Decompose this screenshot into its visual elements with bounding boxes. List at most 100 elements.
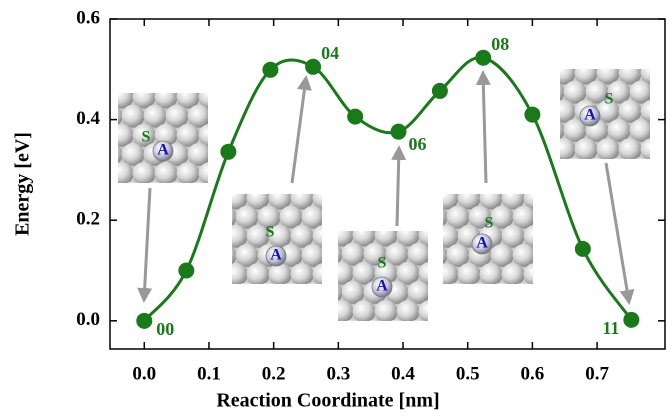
atom bbox=[232, 263, 248, 284]
inset-image: SA bbox=[232, 167, 358, 284]
atom bbox=[443, 224, 459, 248]
data-point bbox=[524, 106, 541, 123]
adsorbate-atom bbox=[265, 245, 287, 267]
x-tick-label: 0.2 bbox=[262, 363, 286, 384]
atom bbox=[447, 167, 470, 190]
atom bbox=[246, 263, 270, 284]
atom bbox=[452, 281, 475, 304]
atom bbox=[170, 181, 184, 183]
atom bbox=[385, 242, 409, 266]
x-tick-label: 0.7 bbox=[585, 363, 609, 384]
atom bbox=[338, 300, 354, 321]
atom bbox=[100, 66, 123, 89]
arrow bbox=[475, 70, 491, 184]
atom bbox=[652, 157, 671, 180]
atom bbox=[342, 204, 365, 227]
atom bbox=[320, 204, 343, 227]
atom bbox=[513, 167, 536, 190]
atom bbox=[446, 205, 470, 229]
atom bbox=[352, 261, 376, 285]
atom bbox=[144, 66, 167, 89]
atom bbox=[607, 80, 631, 104]
atom bbox=[235, 243, 259, 267]
x-tick-label: 0.6 bbox=[521, 363, 545, 384]
atom bbox=[457, 263, 481, 284]
atom bbox=[290, 224, 314, 248]
y-tick-label: 0.4 bbox=[76, 108, 100, 129]
atom bbox=[618, 138, 642, 159]
y-tick-label: 0.6 bbox=[76, 7, 100, 28]
atom bbox=[629, 118, 650, 142]
atom-label: S bbox=[485, 215, 494, 232]
atom bbox=[652, 42, 671, 65]
atom bbox=[560, 69, 576, 85]
atom bbox=[546, 225, 569, 248]
y-tick-label: 0.2 bbox=[76, 209, 100, 230]
atom bbox=[517, 282, 531, 284]
atom bbox=[523, 224, 533, 248]
data-point bbox=[431, 82, 448, 99]
atom bbox=[563, 80, 587, 104]
atom bbox=[118, 93, 134, 109]
atom bbox=[407, 242, 428, 266]
atom bbox=[596, 69, 620, 85]
data-point bbox=[305, 58, 322, 75]
atom bbox=[188, 66, 211, 89]
atom bbox=[560, 138, 576, 159]
atom bbox=[257, 205, 281, 229]
atom bbox=[268, 263, 292, 284]
atom bbox=[443, 194, 459, 210]
point-label: 06 bbox=[408, 134, 426, 154]
atom bbox=[523, 194, 533, 210]
atom bbox=[122, 66, 145, 89]
atom bbox=[430, 281, 453, 304]
atom bbox=[246, 194, 270, 210]
atom bbox=[132, 162, 156, 183]
atom bbox=[443, 208, 448, 227]
atom bbox=[663, 138, 671, 161]
x-tick-label: 0.3 bbox=[326, 363, 350, 384]
atom-label: A bbox=[270, 247, 282, 264]
atom bbox=[346, 319, 360, 321]
atom bbox=[335, 187, 358, 210]
y-tick-label: 0.0 bbox=[76, 309, 100, 330]
atom bbox=[302, 167, 325, 190]
atom bbox=[560, 121, 565, 140]
atom bbox=[586, 42, 609, 65]
atom bbox=[290, 194, 314, 210]
atom bbox=[240, 282, 254, 284]
adsorbate-atom bbox=[471, 233, 493, 255]
atom bbox=[396, 231, 420, 247]
inset-image: SA bbox=[443, 167, 569, 284]
x-tick-label: 0.1 bbox=[197, 363, 221, 384]
atom bbox=[166, 66, 189, 89]
atom-label: S bbox=[266, 224, 275, 241]
atom bbox=[290, 263, 314, 284]
x-tick-label: 0.5 bbox=[456, 363, 480, 384]
atom bbox=[320, 319, 343, 342]
atom bbox=[89, 86, 112, 109]
point-label: 11 bbox=[602, 318, 619, 338]
atom bbox=[165, 104, 189, 128]
inset-image: SA bbox=[320, 204, 475, 342]
atom bbox=[652, 119, 671, 142]
atom-label: S bbox=[605, 91, 614, 108]
energy-curve bbox=[143, 56, 633, 322]
data-point bbox=[347, 108, 364, 125]
atom bbox=[585, 80, 609, 104]
atom bbox=[232, 194, 248, 210]
lattice bbox=[232, 167, 358, 284]
atom bbox=[374, 231, 398, 247]
atom bbox=[408, 204, 431, 227]
atom bbox=[608, 42, 631, 65]
atom bbox=[187, 142, 208, 166]
atom-label: A bbox=[476, 235, 488, 252]
atom bbox=[618, 99, 642, 123]
atom bbox=[568, 157, 582, 159]
atom bbox=[198, 162, 208, 183]
atom bbox=[512, 205, 533, 229]
arrow bbox=[604, 162, 635, 305]
atom bbox=[390, 319, 404, 321]
atom-label: A bbox=[157, 142, 169, 159]
atom bbox=[596, 99, 620, 123]
